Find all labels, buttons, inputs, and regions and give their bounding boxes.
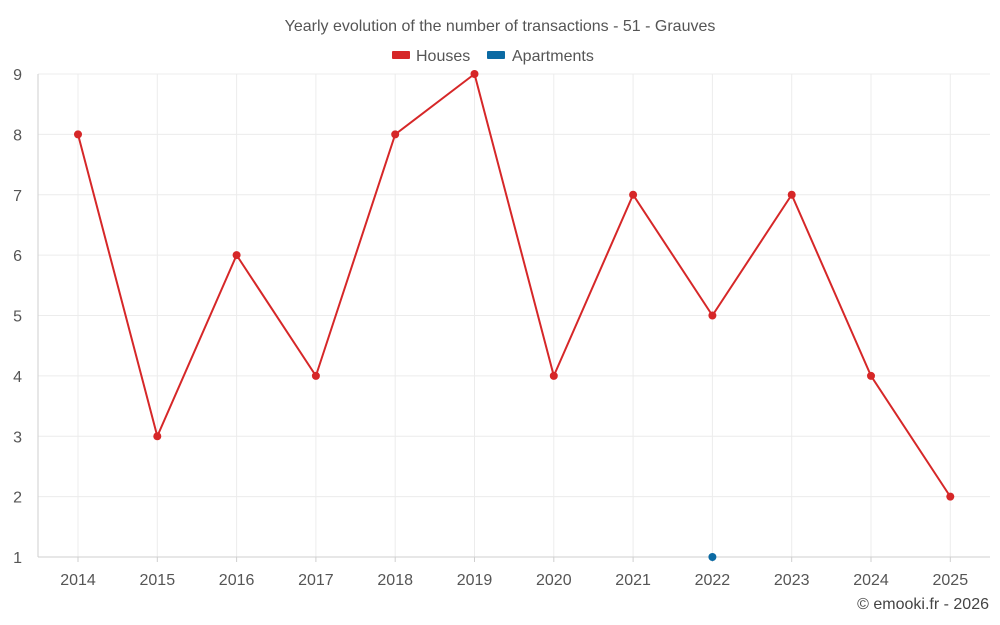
chart-title: Yearly evolution of the number of transa… <box>285 18 716 35</box>
legend-swatch-houses <box>392 51 410 59</box>
data-point-houses[interactable] <box>391 130 400 139</box>
series <box>74 70 955 561</box>
x-tick-label: 2017 <box>298 572 334 589</box>
x-tick-label: 2019 <box>457 572 493 589</box>
x-tick-label: 2015 <box>140 572 176 589</box>
data-point-houses[interactable] <box>74 130 82 139</box>
data-point-houses[interactable] <box>153 432 162 441</box>
x-tick-label: 2023 <box>774 572 810 589</box>
data-point-houses[interactable] <box>946 492 955 501</box>
legend: Houses Apartments <box>392 48 594 65</box>
data-point-houses[interactable] <box>232 251 241 260</box>
data-point-apartments[interactable] <box>708 553 717 561</box>
series-line-houses <box>77 73 952 498</box>
y-tick-label: 4 <box>13 369 22 386</box>
y-tick-label: 3 <box>13 429 22 446</box>
data-point-houses[interactable] <box>629 190 638 199</box>
legend-label-houses: Houses <box>416 48 470 65</box>
grid <box>38 73 990 557</box>
x-tick-label: 2022 <box>695 572 731 589</box>
credit-text: © emooki.fr - 2026 <box>857 596 989 613</box>
y-tick-label: 8 <box>13 127 22 144</box>
y-tick-label: 5 <box>13 309 22 326</box>
x-tick-label: 2025 <box>933 572 969 589</box>
y-tick-label: 6 <box>13 248 22 265</box>
x-tick-label: 2021 <box>615 572 651 589</box>
y-tick-label: 7 <box>13 188 22 205</box>
x-axis: 2014 2015 2016 2017 2018 2019 2020 2021 2022 2023… <box>38 556 990 589</box>
x-tick-label: 2018 <box>377 572 413 589</box>
data-point-houses[interactable] <box>708 311 717 320</box>
y-axis: 1 2 3 4 5 6 7 8 9 <box>13 67 39 567</box>
data-point-houses[interactable] <box>549 371 558 380</box>
y-tick-label: 2 <box>13 490 22 507</box>
x-tick-label: 2020 <box>536 572 572 589</box>
legend-item-houses[interactable]: Houses <box>392 48 470 65</box>
legend-item-apartments[interactable]: Apartments <box>487 48 594 65</box>
data-point-houses[interactable] <box>470 70 479 78</box>
legend-swatch-apartments <box>487 51 505 59</box>
data-point-houses[interactable] <box>311 371 320 380</box>
y-tick-label: 9 <box>13 67 22 84</box>
data-point-houses[interactable] <box>787 190 796 199</box>
legend-label-apartments: Apartments <box>512 48 594 65</box>
x-tick-label: 2016 <box>219 572 255 589</box>
x-tick-label: 2024 <box>853 572 889 589</box>
x-tick-label: 2014 <box>60 572 96 589</box>
y-tick-label: 1 <box>13 550 22 567</box>
data-point-houses[interactable] <box>867 371 875 380</box>
